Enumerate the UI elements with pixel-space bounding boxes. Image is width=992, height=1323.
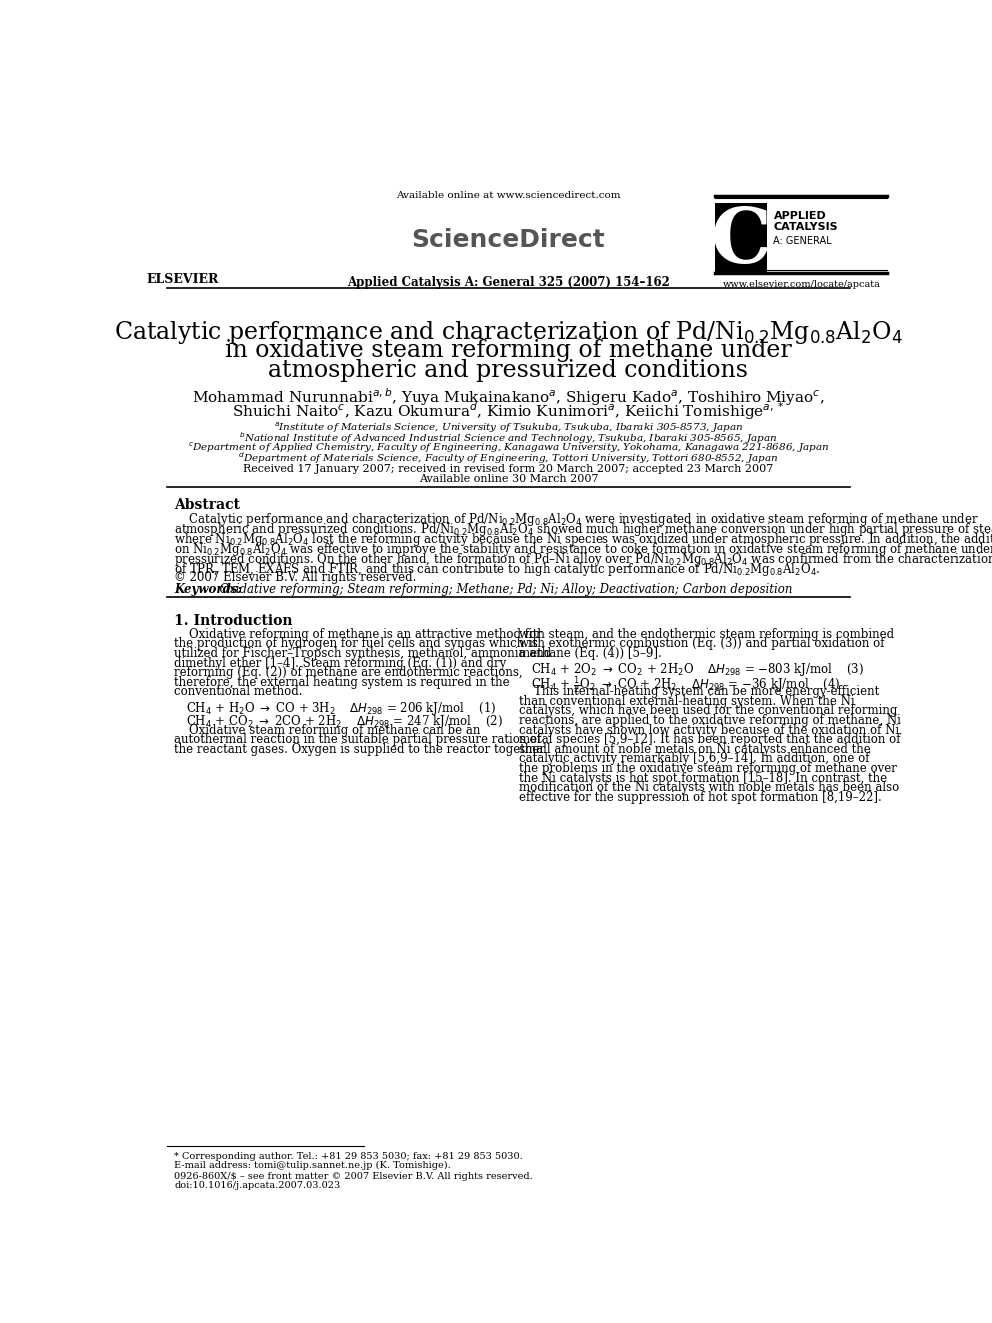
Text: therefore, the external heating system is required in the: therefore, the external heating system i… bbox=[175, 676, 510, 689]
Text: on Ni$_{0.2}$Mg$_{0.8}$Al$_2$O$_4$ was effective to improve the stability and re: on Ni$_{0.2}$Mg$_{0.8}$Al$_2$O$_4$ was e… bbox=[175, 541, 992, 558]
Text: autothermal reaction in the suitable partial pressure ratios of: autothermal reaction in the suitable par… bbox=[175, 733, 542, 746]
Text: small amount of noble metals on Ni catalysts enhanced the: small amount of noble metals on Ni catal… bbox=[519, 742, 871, 755]
Text: Available online 30 March 2007: Available online 30 March 2007 bbox=[419, 475, 598, 484]
Text: metal species [5,9–12]. It has been reported that the addition of: metal species [5,9–12]. It has been repo… bbox=[519, 733, 901, 746]
Text: CH$_4$ + $\frac{1}{2}$O$_2$ $\rightarrow$ CO + 2H$_2$    $\Delta H_{298}$ = $-$3: CH$_4$ + $\frac{1}{2}$O$_2$ $\rightarrow… bbox=[531, 675, 840, 696]
Text: Catalytic performance and characterization of Pd/Ni$_{0.2}$Mg$_{0.8}$Al$_2$O$_4$: Catalytic performance and characterizati… bbox=[114, 319, 903, 345]
Text: the Ni catalysts is hot spot formation [15–18]. In contrast, the: the Ni catalysts is hot spot formation [… bbox=[519, 771, 888, 785]
Text: APPLIED: APPLIED bbox=[721, 218, 726, 245]
Text: catalysts, which have been used for the conventional reforming: catalysts, which have been used for the … bbox=[519, 704, 898, 717]
Text: Mohammad Nurunnabi$^{a,b}$, Yuya Mukainakano$^a$, Shigeru Kado$^a$, Toshihiro Mi: Mohammad Nurunnabi$^{a,b}$, Yuya Mukaina… bbox=[192, 386, 824, 407]
Text: the production of hydrogen for fuel cells and syngas which is: the production of hydrogen for fuel cell… bbox=[175, 638, 538, 651]
Text: This internal-heating system can be more energy-efficient: This internal-heating system can be more… bbox=[519, 685, 880, 699]
Text: Keywords:: Keywords: bbox=[175, 583, 242, 597]
Text: ScienceDirect: ScienceDirect bbox=[412, 228, 605, 253]
Text: the reactant gases. Oxygen is supplied to the reactor together: the reactant gases. Oxygen is supplied t… bbox=[175, 742, 546, 755]
Text: www.elsevier.com/locate/apcata: www.elsevier.com/locate/apcata bbox=[722, 280, 880, 290]
Text: $^d$Department of Materials Science, Faculty of Engineering, Tottori University,: $^d$Department of Materials Science, Fac… bbox=[238, 451, 779, 467]
Text: of TPR, TEM, EXAFS and FTIR, and this can contribute to high catalytic performan: of TPR, TEM, EXAFS and FTIR, and this ca… bbox=[175, 561, 820, 578]
Text: Applied Catalysis A: General 325 (2007) 154–162: Applied Catalysis A: General 325 (2007) … bbox=[347, 275, 670, 288]
Text: doi:10.1016/j.apcata.2007.03.023: doi:10.1016/j.apcata.2007.03.023 bbox=[175, 1181, 340, 1191]
Text: A: GENERAL: A: GENERAL bbox=[774, 235, 832, 246]
Text: 1. Introduction: 1. Introduction bbox=[175, 614, 293, 628]
Text: with steam, and the endothermic steam reforming is combined: with steam, and the endothermic steam re… bbox=[519, 627, 895, 640]
Text: $^c$Department of Applied Chemistry, Faculty of Engineering, Kanagawa University: $^c$Department of Applied Chemistry, Fac… bbox=[187, 441, 829, 455]
Text: ELSEVIER: ELSEVIER bbox=[146, 273, 218, 286]
Text: methane (Eq. (4)) [5–9].: methane (Eq. (4)) [5–9]. bbox=[519, 647, 662, 660]
Text: CH$_4$ + 2O$_2$ $\rightarrow$ CO$_2$ + 2H$_2$O    $\Delta H_{298}$ = $-$803 kJ/m: CH$_4$ + 2O$_2$ $\rightarrow$ CO$_2$ + 2… bbox=[531, 662, 864, 679]
Text: atmospheric and pressurized conditions. Pd/Ni$_{0.2}$Mg$_{0.8}$Al$_2$O$_4$ showe: atmospheric and pressurized conditions. … bbox=[175, 521, 992, 537]
Text: Oxidative reforming; Steam reforming; Methane; Pd; Ni; Alloy; Deactivation; Carb: Oxidative reforming; Steam reforming; Me… bbox=[212, 583, 793, 597]
Text: catalysts have shown low activity because of the oxidation of Ni: catalysts have shown low activity becaus… bbox=[519, 724, 900, 737]
Text: Abstract: Abstract bbox=[175, 497, 240, 512]
Text: CH$_4$ + CO$_2$ $\rightarrow$ 2CO + 2H$_2$    $\Delta H_{298}$ = 247 kJ/mol    (: CH$_4$ + CO$_2$ $\rightarrow$ 2CO + 2H$_… bbox=[186, 713, 503, 730]
Text: Received 17 January 2007; received in revised form 20 March 2007; accepted 23 Ma: Received 17 January 2007; received in re… bbox=[243, 463, 774, 474]
Text: Oxidative reforming of methane is an attractive method for: Oxidative reforming of methane is an att… bbox=[175, 627, 542, 640]
Text: APPLIED: APPLIED bbox=[774, 212, 826, 221]
Text: pressurized conditions. On the other hand, the formation of Pd–Ni alloy over Pd/: pressurized conditions. On the other han… bbox=[175, 550, 992, 568]
Text: $^a$Institute of Materials Science, University of Tsukuba, Tsukuba, Ibaraki 305-: $^a$Institute of Materials Science, Univ… bbox=[274, 421, 743, 435]
Text: conventional method.: conventional method. bbox=[175, 685, 303, 699]
Text: with exothermic combustion (Eq. (3)) and partial oxidation of: with exothermic combustion (Eq. (3)) and… bbox=[519, 638, 885, 651]
Text: C: C bbox=[711, 205, 772, 279]
Text: catalytic activity remarkably [5,6,9–14]. In addition, one of: catalytic activity remarkably [5,6,9–14]… bbox=[519, 753, 870, 766]
Text: Shuichi Naito$^c$, Kazu Okumura$^d$, Kimio Kunimori$^a$, Keiichi Tomishige$^{a,*: Shuichi Naito$^c$, Kazu Okumura$^d$, Kim… bbox=[232, 401, 785, 422]
Text: than conventional external-heating system. When the Ni: than conventional external-heating syste… bbox=[519, 695, 855, 708]
Text: Available online at www.sciencedirect.com: Available online at www.sciencedirect.co… bbox=[396, 191, 621, 200]
Text: the problems in the oxidative steam reforming of methane over: the problems in the oxidative steam refo… bbox=[519, 762, 897, 775]
Text: CATALYSIS: CATALYSIS bbox=[774, 222, 838, 232]
Text: modification of the Ni catalysts with noble metals has been also: modification of the Ni catalysts with no… bbox=[519, 782, 900, 794]
Text: E-mail address: tomi@tulip.sannet.ne.jp (K. Tomishige).: E-mail address: tomi@tulip.sannet.ne.jp … bbox=[175, 1162, 451, 1171]
Text: Oxidative steam reforming of methane can be an: Oxidative steam reforming of methane can… bbox=[175, 724, 481, 737]
Text: where Ni$_{0.2}$Mg$_{0.8}$Al$_2$O$_4$ lost the reforming activity because the Ni: where Ni$_{0.2}$Mg$_{0.8}$Al$_2$O$_4$ lo… bbox=[175, 531, 992, 548]
Bar bbox=[714, 204, 767, 273]
Text: CH$_4$ + H$_2$O $\rightarrow$ CO + 3H$_2$    $\Delta H_{298}$ = 206 kJ/mol    (1: CH$_4$ + H$_2$O $\rightarrow$ CO + 3H$_2… bbox=[186, 700, 496, 717]
Text: * Corresponding author. Tel.: +81 29 853 5030; fax: +81 29 853 5030.: * Corresponding author. Tel.: +81 29 853… bbox=[175, 1152, 523, 1162]
Text: Catalytic performance and characterization of Pd/Ni$_{0.2}$Mg$_{0.8}$Al$_2$O$_4$: Catalytic performance and characterizati… bbox=[175, 511, 979, 528]
Text: © 2007 Elsevier B.V. All rights reserved.: © 2007 Elsevier B.V. All rights reserved… bbox=[175, 572, 417, 585]
Text: utilized for Fischer–Tropsch synthesis, methanol, ammonia and: utilized for Fischer–Tropsch synthesis, … bbox=[175, 647, 552, 660]
Text: atmospheric and pressurized conditions: atmospheric and pressurized conditions bbox=[269, 359, 748, 382]
Text: $^b$National Institute of Advanced Industrial Science and Technology, Tsukuba, I: $^b$National Institute of Advanced Indus… bbox=[239, 430, 778, 446]
Text: reforming (Eq. (2)) of methane are endothermic reactions,: reforming (Eq. (2)) of methane are endot… bbox=[175, 667, 523, 679]
Text: 0926-860X/$ – see front matter © 2007 Elsevier B.V. All rights reserved.: 0926-860X/$ – see front matter © 2007 El… bbox=[175, 1172, 533, 1181]
Text: reactions, are applied to the oxidative reforming of methane, Ni: reactions, are applied to the oxidative … bbox=[519, 714, 901, 726]
Text: effective for the suppression of hot spot formation [8,19–22].: effective for the suppression of hot spo… bbox=[519, 791, 882, 804]
Text: dimethyl ether [1–4]. Steam reforming (Eq. (1)) and dry: dimethyl ether [1–4]. Steam reforming (E… bbox=[175, 656, 507, 669]
Text: in oxidative steam reforming of methane under: in oxidative steam reforming of methane … bbox=[225, 339, 792, 363]
